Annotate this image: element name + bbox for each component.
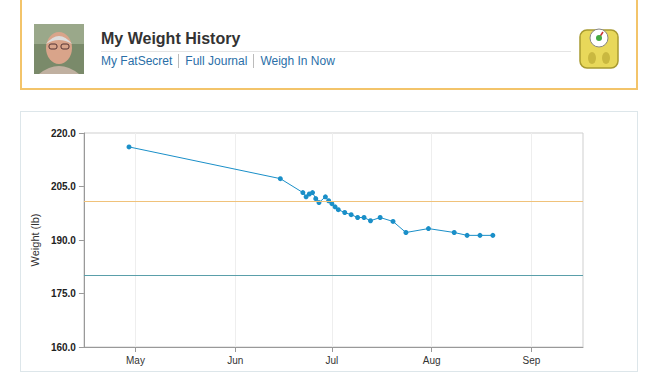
svg-text:205.0: 205.0 (51, 181, 76, 192)
html-text:Full Journal: Full Journal (185, 54, 248, 68)
svg-text:Weight (lb): Weight (lb) (29, 214, 41, 267)
html-text:My Weight History: My Weight History (101, 30, 241, 47)
svg-text:Jun: Jun (227, 355, 243, 366)
svg-text:220.0: 220.0 (51, 128, 76, 139)
svg-text:190.0: 190.0 (51, 235, 76, 246)
svg-text:Sep: Sep (523, 355, 541, 366)
svg-text:Jul: Jul (325, 355, 338, 366)
svg-text:175.0: 175.0 (51, 288, 76, 299)
svg-text:Aug: Aug (423, 355, 441, 366)
svg-text:May: May (126, 355, 145, 366)
html-text:My FatSecret: My FatSecret (101, 54, 173, 68)
svg-text:160.0: 160.0 (51, 342, 76, 353)
html-text:Weigh In Now: Weigh In Now (260, 54, 335, 68)
